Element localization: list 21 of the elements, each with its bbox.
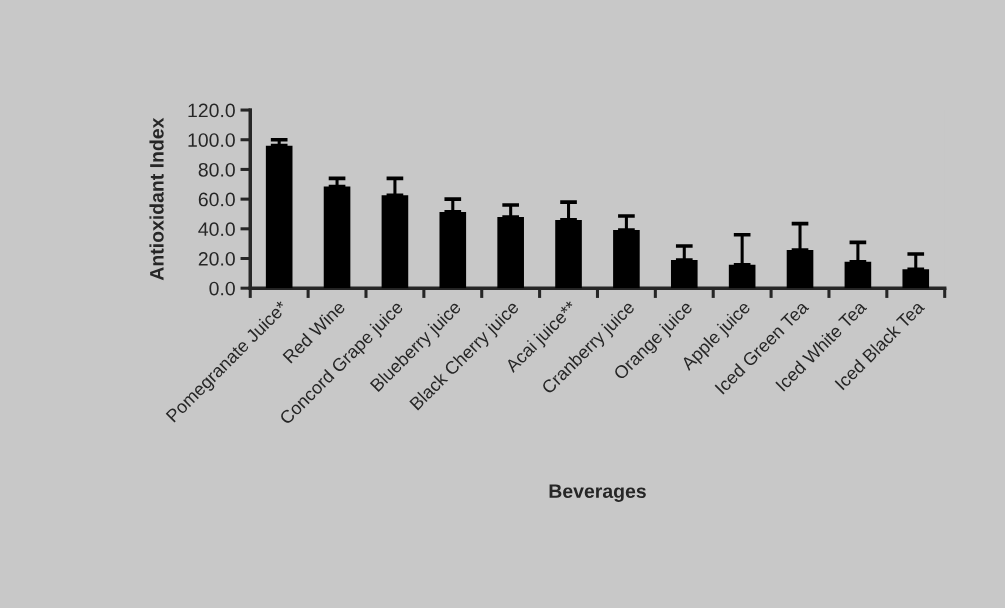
- y-tick-label: 20.0: [198, 251, 235, 266]
- bar: [381, 195, 409, 289]
- y-tick-label: 40.0: [198, 222, 235, 237]
- bar: [265, 145, 293, 289]
- y-tick-label: 60.0: [198, 192, 235, 207]
- x-axis-title: Beverages: [549, 484, 646, 502]
- y-tick-label: 100.0: [188, 133, 235, 147]
- bar: [323, 186, 351, 289]
- bar: [439, 211, 467, 289]
- bar: [902, 269, 930, 289]
- bar: [670, 259, 698, 289]
- y-tick-label: 120.0: [188, 103, 235, 118]
- bar: [786, 250, 814, 289]
- bar: [497, 216, 524, 289]
- bar: [844, 261, 872, 289]
- y-tick-label: 80.0: [198, 162, 235, 177]
- bar: [613, 230, 640, 289]
- bar: [728, 264, 756, 289]
- y-axis-title: Antioxidant Index: [149, 117, 164, 281]
- bar: [555, 219, 582, 289]
- y-tick-label: 0.0: [209, 281, 235, 296]
